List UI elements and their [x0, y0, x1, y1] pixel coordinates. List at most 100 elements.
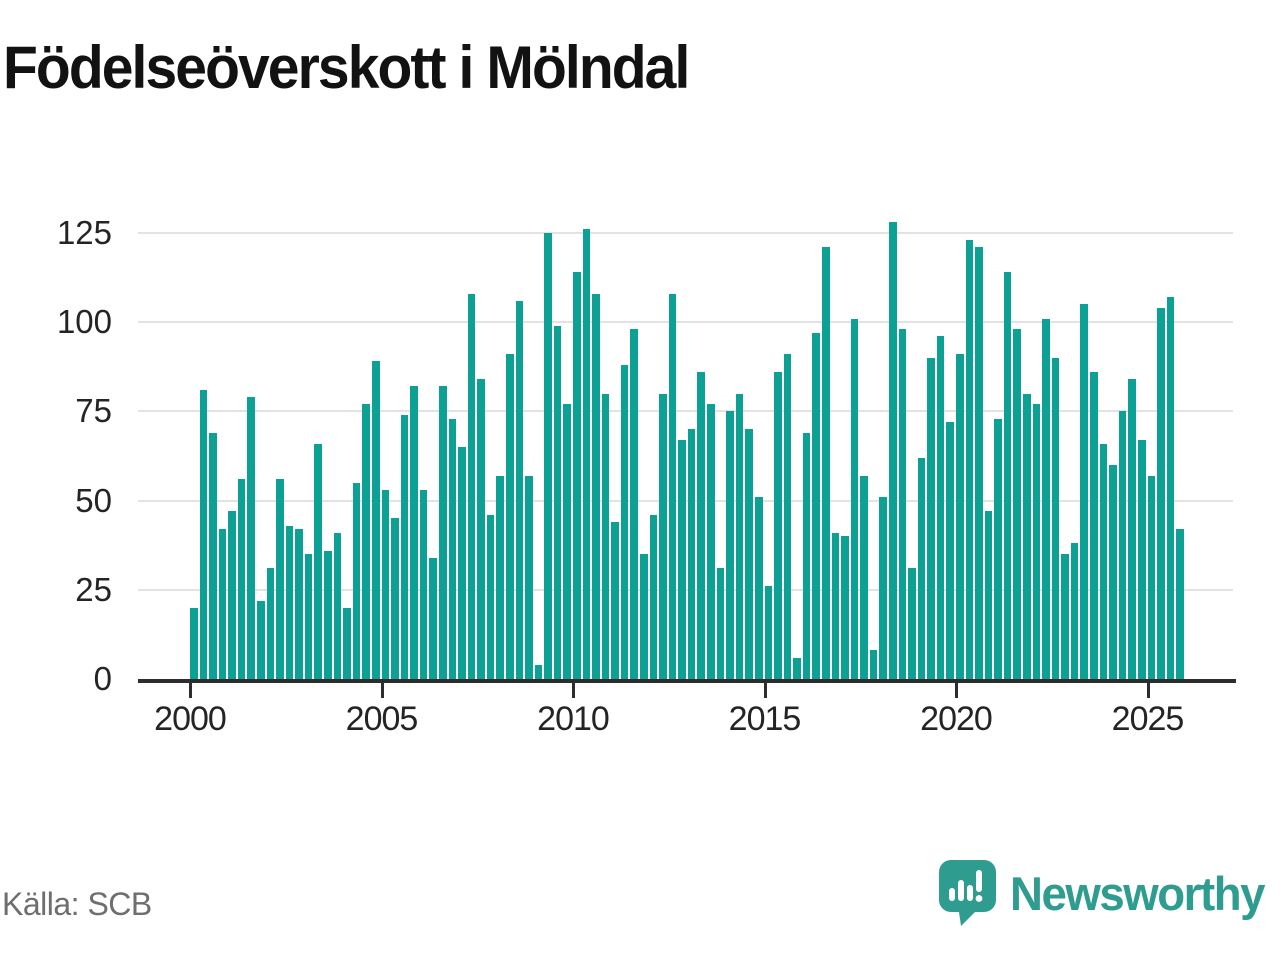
- bar: [544, 233, 552, 679]
- x-axis-line: [138, 679, 1236, 683]
- bar: [438, 386, 447, 679]
- bar: [486, 514, 495, 679]
- x-tick-label: 2005: [345, 700, 419, 738]
- bar: [888, 222, 897, 679]
- bar: [352, 482, 361, 679]
- bar: [400, 414, 409, 679]
- bar: [1042, 318, 1050, 679]
- bar: [573, 272, 581, 679]
- x-tick-label: 2025: [1111, 700, 1185, 738]
- bar: [266, 568, 275, 679]
- bar: [592, 293, 600, 679]
- x-tick-mark: [572, 683, 575, 698]
- bar: [371, 361, 380, 679]
- y-tick-label: 75: [75, 392, 112, 430]
- bar: [726, 411, 734, 679]
- bar: [1051, 357, 1060, 679]
- gridline: [138, 410, 1233, 413]
- y-tick-label: 50: [75, 481, 112, 519]
- bar: [496, 475, 504, 679]
- bar: [477, 379, 485, 679]
- source-label: Källa: SCB: [2, 886, 152, 922]
- bar: [209, 432, 217, 679]
- bar: [697, 372, 706, 679]
- bar: [793, 657, 801, 679]
- bar: [525, 475, 533, 679]
- bar: [429, 557, 437, 679]
- bar: [1090, 372, 1098, 679]
- newsworthy-icon: [939, 860, 997, 926]
- bar: [745, 429, 753, 679]
- bar: [534, 664, 543, 679]
- gridline: [138, 321, 1233, 324]
- bar: [228, 511, 236, 679]
- bar: [917, 457, 926, 679]
- bar: [333, 532, 342, 679]
- x-tick-label: 2010: [537, 700, 610, 738]
- bar: [1032, 404, 1041, 679]
- bar: [707, 404, 715, 679]
- bar: [965, 240, 974, 679]
- x-tick-mark: [380, 683, 384, 698]
- bar: [630, 329, 639, 679]
- bar: [936, 336, 945, 679]
- bar: [1023, 393, 1031, 679]
- x-tick-label: 2000: [154, 700, 227, 738]
- bar: [1061, 554, 1069, 679]
- bar: [515, 300, 524, 679]
- bar: [860, 475, 868, 679]
- y-axis-labels: 0 25 50 75 100 125: [0, 0, 112, 960]
- bar: [879, 497, 887, 679]
- bar: [802, 432, 811, 679]
- bar: [218, 529, 227, 679]
- bar: [276, 479, 284, 679]
- bar: [754, 497, 763, 679]
- bar: [1176, 529, 1184, 679]
- gridline: [138, 232, 1233, 234]
- bar: [898, 329, 907, 679]
- bar: [783, 354, 792, 679]
- bar: [649, 514, 658, 679]
- bar: [304, 554, 313, 679]
- bar: [668, 293, 677, 679]
- bar: [850, 318, 859, 679]
- bar: [505, 354, 514, 679]
- newsworthy-logo: Newsworthy: [939, 860, 1272, 927]
- bar: [199, 390, 208, 679]
- bar: [419, 489, 428, 679]
- y-tick-label: 100: [56, 303, 112, 341]
- bar: [659, 393, 667, 679]
- y-tick-label: 0: [93, 660, 112, 697]
- bar: [678, 439, 686, 679]
- bar: [956, 354, 964, 679]
- bar: [611, 522, 619, 679]
- bar: [237, 479, 246, 679]
- bar: [984, 511, 993, 679]
- bar: [391, 518, 399, 679]
- x-tick-mark: [1146, 683, 1150, 698]
- bar: [764, 586, 773, 679]
- bar: [314, 443, 323, 679]
- bar: [908, 568, 916, 679]
- bar: [1080, 304, 1089, 679]
- bar: [640, 554, 648, 679]
- bar: [324, 550, 332, 679]
- bar: [946, 422, 955, 679]
- bar: [821, 247, 830, 679]
- bar: [1137, 439, 1146, 679]
- x-tick-label: 2015: [728, 700, 802, 738]
- x-tick-mark: [189, 683, 192, 698]
- bar: [381, 489, 390, 679]
- y-tick-label: 125: [56, 214, 112, 251]
- x-tick-label: 2020: [920, 700, 993, 738]
- bar: [812, 332, 820, 679]
- bar: [582, 229, 591, 679]
- page-title: Födelseöverskott i Mölndal: [3, 34, 690, 101]
- bar: [620, 365, 629, 679]
- bar: [458, 447, 466, 679]
- bar: [410, 386, 418, 679]
- bar: [735, 393, 744, 679]
- bar: [1128, 379, 1136, 679]
- bar: [975, 247, 983, 679]
- newsworthy-wordmark: Newsworthy: [1010, 867, 1265, 920]
